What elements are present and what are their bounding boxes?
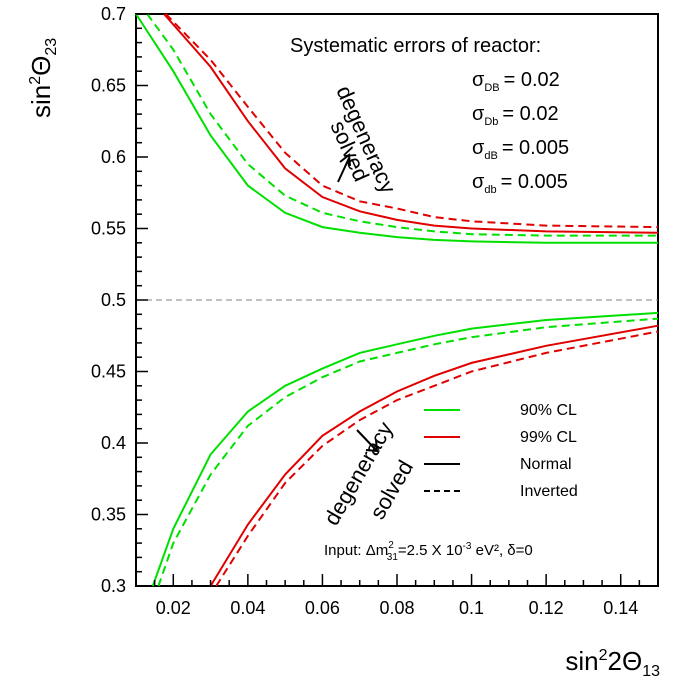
x-axis-label-main: sin	[565, 646, 598, 676]
info-line-0: σDB = 0.02	[472, 69, 560, 94]
x-tick-label: 0.08	[379, 598, 414, 618]
annotation-upper: degeneracy solved	[325, 82, 401, 197]
series-line-6	[209, 324, 659, 587]
info-box-title: Systematic errors of reactor:	[290, 35, 541, 57]
legend-label-2: Normal	[520, 456, 572, 473]
y-tick-label: 0.65	[91, 76, 126, 96]
series-line-4	[151, 311, 659, 587]
annotation-lower-arrow	[356, 429, 377, 451]
y-axis-label-sup: 2	[27, 76, 44, 85]
annotation-upper-arrowhead	[339, 153, 351, 167]
x-tick-label: 0.1	[459, 598, 484, 618]
x-tick-label: 0.12	[529, 598, 564, 618]
series-line-1	[146, 13, 658, 237]
annotation-lower: degeneracy solved	[319, 417, 418, 529]
y-axis-label-main: sin	[26, 85, 56, 118]
series-line-2	[163, 13, 659, 234]
series-line-3	[165, 13, 659, 229]
y-tick-label: 0.6	[101, 147, 126, 167]
x-axis-label-mid: 2Θ	[608, 646, 643, 676]
y-axis: 0.3 0.35 0.4 0.45 0.5 0.55 0.6 0.65 0.7	[91, 4, 148, 596]
x-axis-label-sup: 2	[599, 647, 608, 664]
info-box-lines: σDB = 0.02 σDb = 0.02 σdB = 0.005 σdb = 0.005	[472, 69, 569, 196]
info-line-3: σdb = 0.005	[472, 171, 568, 196]
x-tick-label: 0.06	[305, 598, 340, 618]
x-axis-label-sub: 13	[642, 663, 660, 680]
x-tick-label: 0.04	[230, 598, 265, 618]
x-axis: 0.02 0.04 0.06 0.08 0.1 0.12 0.14	[135, 574, 659, 618]
series-layer	[135, 13, 659, 587]
info-box: Systematic errors of reactor: σDB = 0.02σ…	[290, 35, 569, 196]
y-tick-label: 0.7	[101, 4, 126, 24]
x-axis-label: sin22Θ13	[565, 646, 660, 680]
input-note: Input: Δm2 31=2.5 X 10-3 eV², δ=0	[324, 540, 533, 563]
y-axis-label-mid: Θ	[26, 56, 56, 76]
legend-label-0: 90% CL	[520, 402, 577, 419]
series-line-5	[157, 317, 659, 587]
y-tick-label: 0.4	[101, 433, 126, 453]
y-axis-label-sub: 23	[43, 38, 60, 56]
annotation-upper-arrow	[337, 157, 350, 183]
info-line-1: σDb = 0.02	[472, 103, 559, 128]
y-tick-label: 0.3	[101, 576, 126, 596]
legend-label-3: Inverted	[520, 483, 578, 500]
series-line-7	[215, 330, 659, 587]
series-line-0	[135, 13, 658, 244]
legend: 90% CL 99% CL Normal Inverted	[424, 402, 578, 500]
y-tick-label: 0.45	[91, 362, 126, 382]
x-tick-label: 0.14	[603, 598, 638, 618]
y-axis-label: sin2Θ23	[26, 38, 60, 118]
y-tick-label: 0.35	[91, 505, 126, 525]
y-tick-label: 0.55	[91, 219, 126, 239]
annotation-lower-arrowhead	[365, 439, 379, 453]
legend-label-1: 99% CL	[520, 429, 577, 446]
info-line-2: σdB = 0.005	[472, 137, 569, 162]
y-tick-label: 0.5	[101, 290, 126, 310]
x-tick-label: 0.02	[156, 598, 191, 618]
